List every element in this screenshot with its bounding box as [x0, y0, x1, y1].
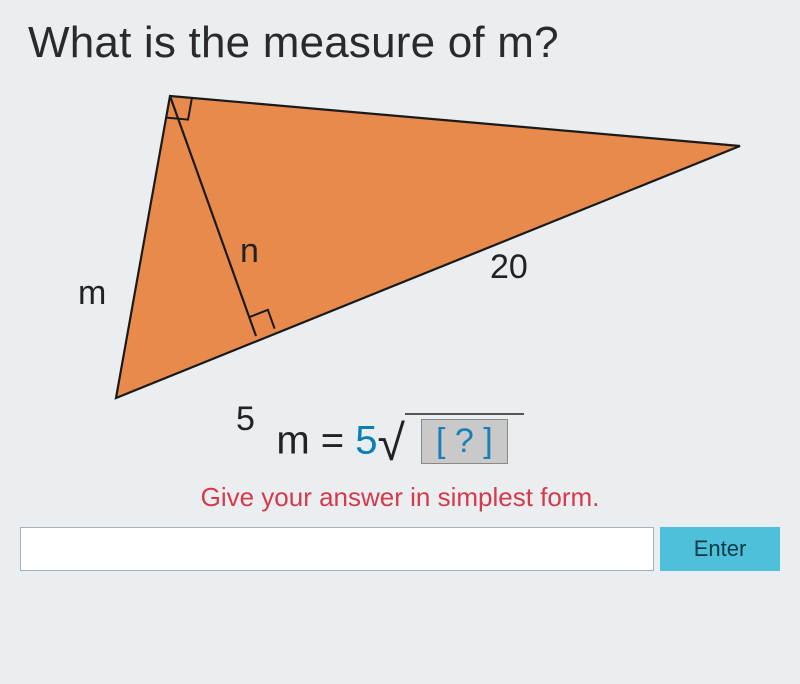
answer-coef: 5	[355, 419, 377, 463]
triangle-polygon	[116, 96, 740, 398]
radicand-placeholder: [ ? ]	[421, 419, 508, 464]
answer-prefix: m =	[276, 419, 355, 463]
answer-input[interactable]	[20, 527, 654, 571]
sqrt-symbol: √	[378, 415, 405, 471]
hint-text: Give your answer in simplest form.	[0, 482, 800, 513]
question-text: What is the measure of m?	[0, 0, 800, 74]
triangle-figure: m n 20 5	[60, 78, 740, 408]
label-n: n	[240, 232, 259, 271]
label-5: 5	[236, 400, 255, 439]
radical-icon: √ [ ? ]	[378, 414, 524, 472]
enter-button[interactable]: Enter	[660, 527, 780, 571]
input-row: Enter	[20, 527, 780, 571]
triangle-svg	[60, 78, 760, 418]
label-m: m	[78, 274, 106, 313]
label-20: 20	[490, 248, 528, 287]
answer-template: m = 5√ [ ? ]	[0, 414, 800, 472]
